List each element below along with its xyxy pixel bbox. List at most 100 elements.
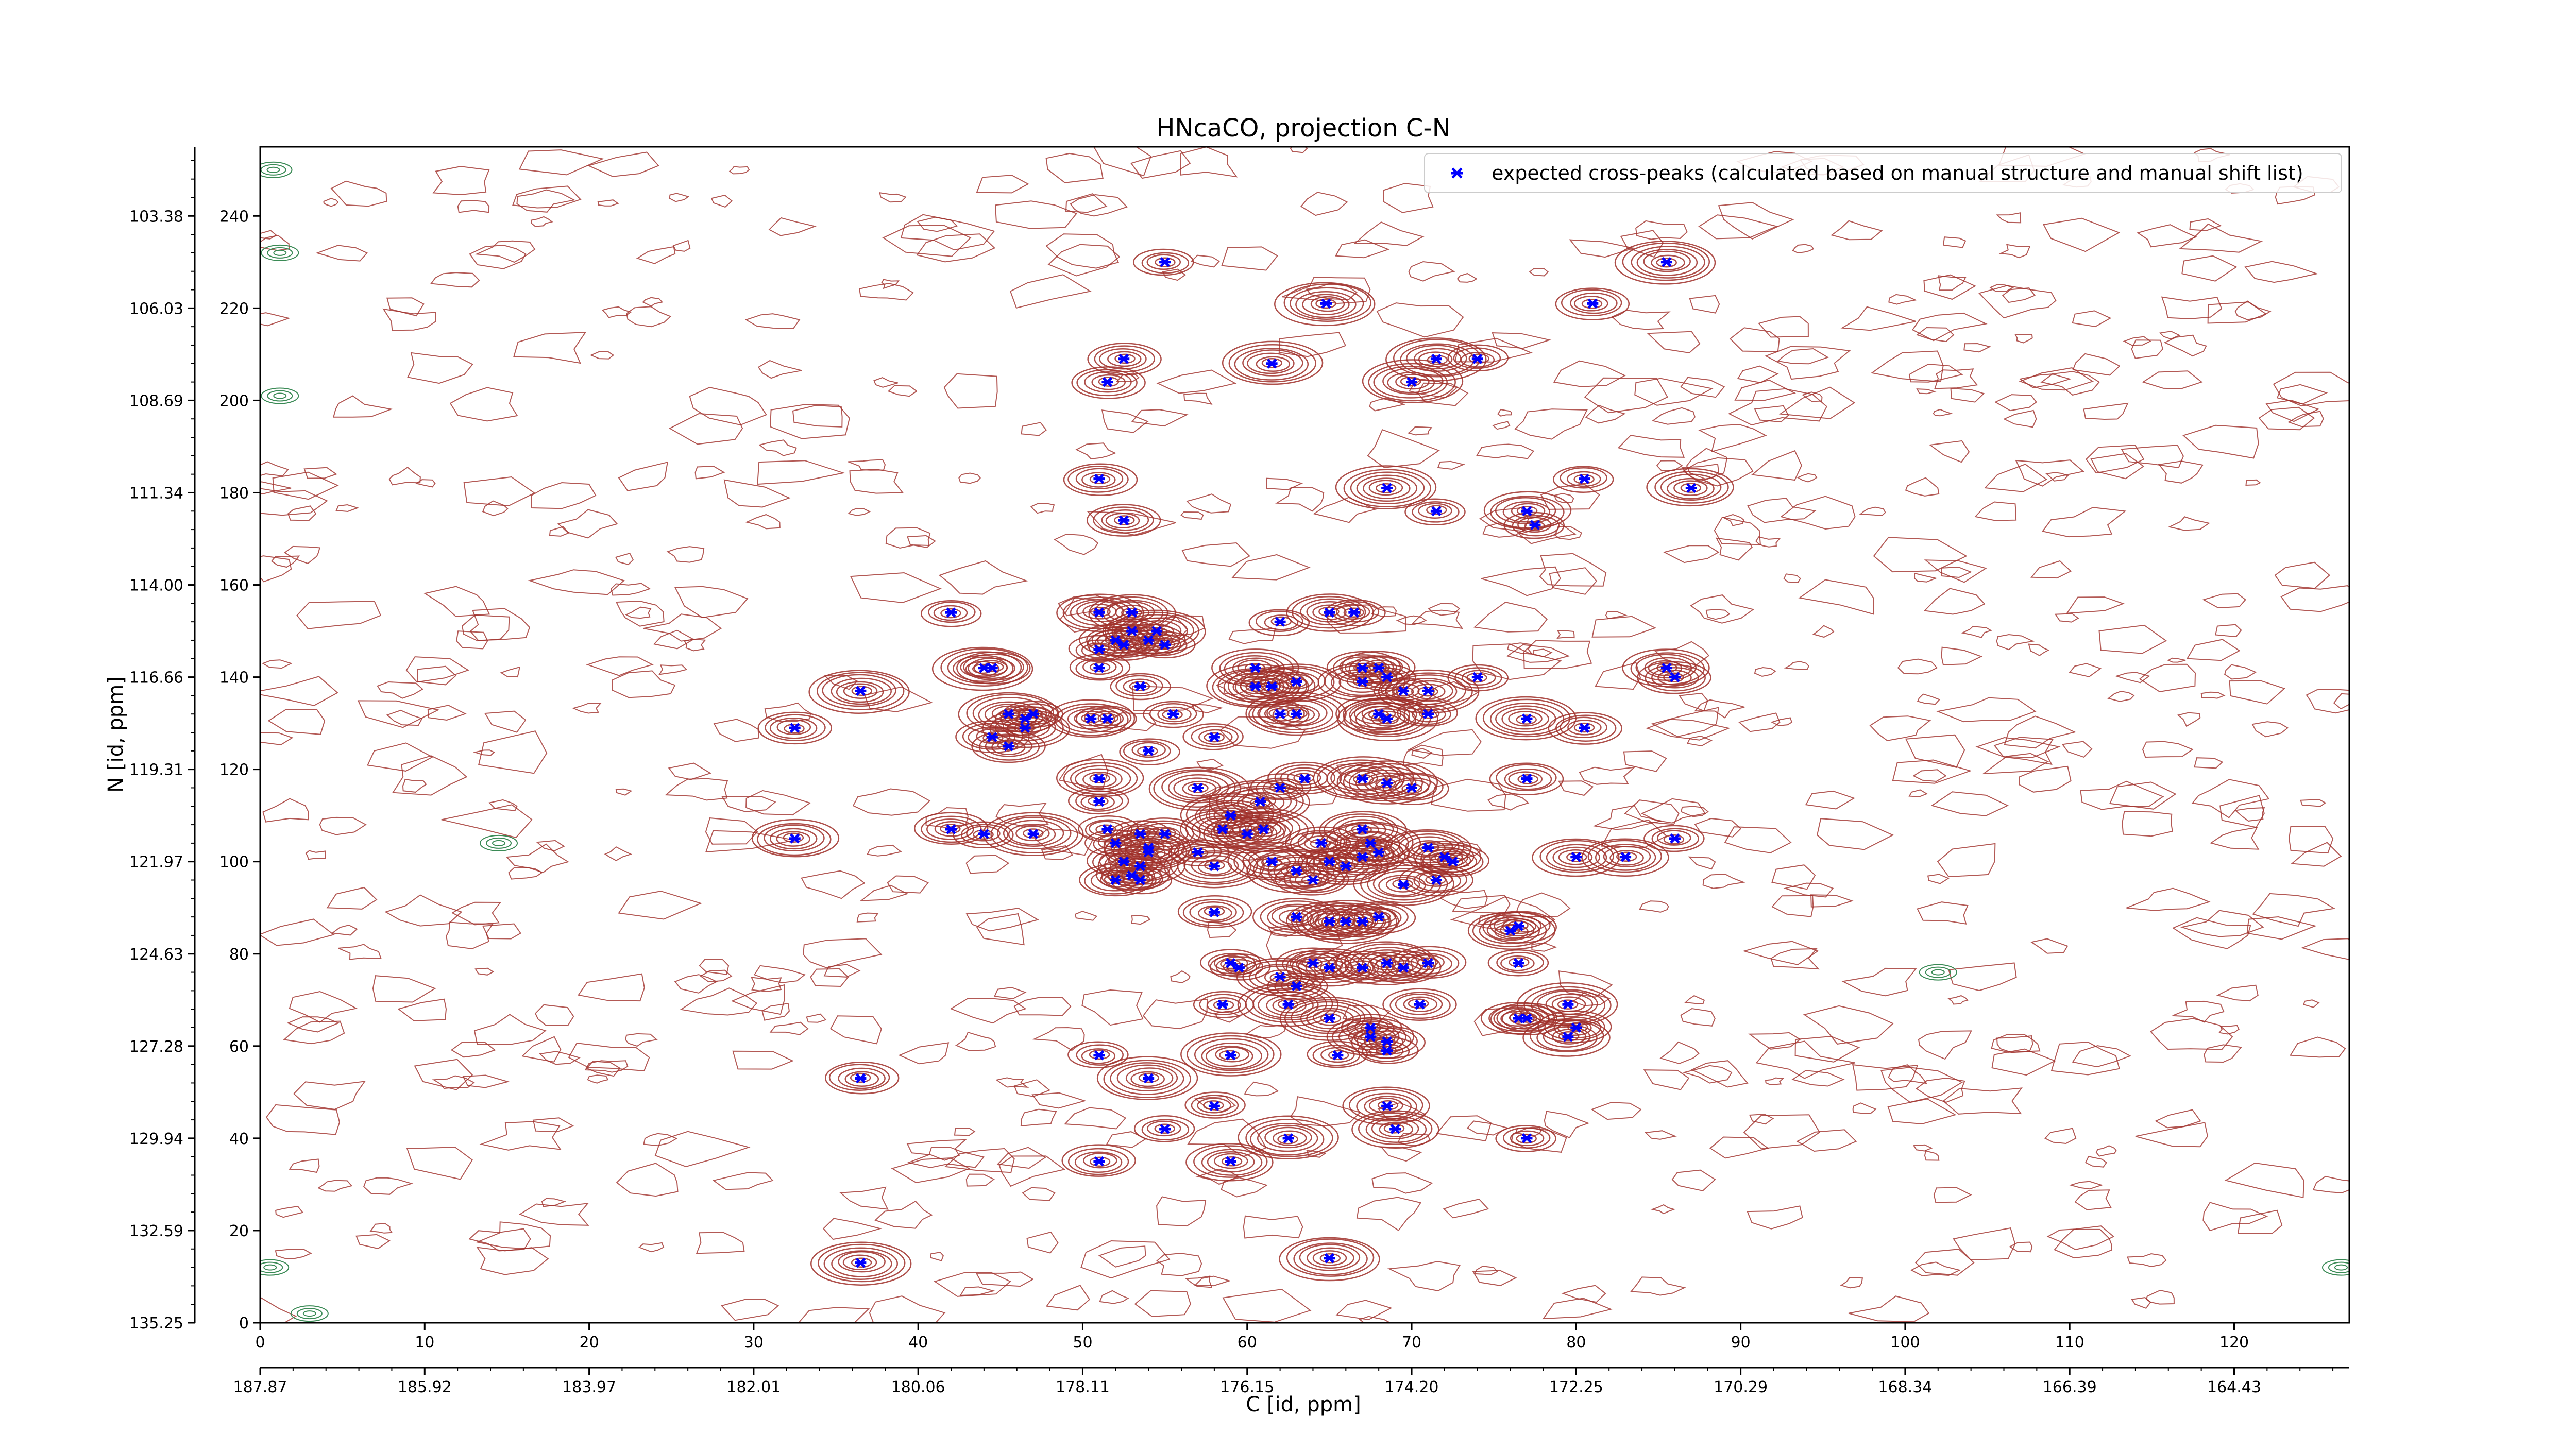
noise-contour xyxy=(1026,1231,1059,1254)
peak-contour xyxy=(1349,702,1425,736)
noise-contour xyxy=(2202,1202,2268,1232)
legend: expected cross-peaks (calculated based o… xyxy=(1424,153,2342,193)
peak-contour xyxy=(1370,954,1404,970)
noise-contour xyxy=(1947,995,1969,1005)
noise-contour xyxy=(1941,646,1983,665)
peak-contour xyxy=(1076,705,1137,732)
peak-contour xyxy=(973,660,1008,676)
peak-contour xyxy=(1204,906,1225,916)
noise-contour xyxy=(1923,274,1976,300)
noise-contour xyxy=(1623,750,1667,772)
peak-contour xyxy=(1076,369,1138,397)
noise-contour xyxy=(457,200,490,213)
noise-contour xyxy=(2098,624,2167,654)
peak-contour xyxy=(1500,955,1535,971)
noise-contour xyxy=(768,217,817,236)
noise-contour xyxy=(1684,995,1705,1004)
peak-contour xyxy=(1555,287,1630,320)
x-ppm-tick-label: 183.97 xyxy=(562,1378,616,1396)
noise-contour xyxy=(1196,758,1224,771)
noise-contour xyxy=(1430,778,1506,812)
cross-peak-marker xyxy=(1422,843,1434,853)
noise-contour xyxy=(1306,282,1358,301)
cross-peak-marker xyxy=(1258,824,1269,834)
noise-contour xyxy=(332,395,393,418)
cross-peak-marker xyxy=(1365,1022,1377,1033)
cross-peak-marker xyxy=(1143,847,1155,858)
peak-contour xyxy=(1081,713,1102,724)
peak-contour xyxy=(822,674,896,707)
noise-contour xyxy=(2084,1156,2107,1168)
noise-contour xyxy=(326,886,378,910)
noise-contour xyxy=(2215,624,2242,638)
noise-contour xyxy=(1554,493,1574,503)
noise-contour xyxy=(267,709,326,735)
noise-contour xyxy=(289,1158,320,1173)
noise-contour xyxy=(1407,426,1433,436)
peak-contour xyxy=(1061,1144,1136,1177)
noise-contour xyxy=(317,1180,353,1192)
peak-contour xyxy=(1086,844,1161,877)
peak-contour xyxy=(1215,1046,1249,1063)
negative-contour xyxy=(266,166,280,173)
y-index-tick-label: 80 xyxy=(229,946,249,964)
noise-contour xyxy=(1694,699,1745,719)
peak-contour xyxy=(1496,951,1544,974)
peak-contour xyxy=(1336,760,1438,805)
noise-contour xyxy=(1371,1172,1433,1194)
cross-peak-marker xyxy=(1471,672,1483,682)
peak-contour xyxy=(1552,846,1600,868)
noise-contour xyxy=(625,1033,658,1047)
peak-contour xyxy=(1358,1112,1433,1145)
noise-contour xyxy=(1680,806,1709,817)
cross-peak-marker xyxy=(986,732,998,742)
cross-peak-marker xyxy=(1570,852,1582,862)
peak-contour xyxy=(1261,358,1283,368)
peak-contour xyxy=(1114,353,1136,364)
noise-contour xyxy=(1156,369,1237,394)
peak-contour xyxy=(1360,1032,1381,1043)
peak-contour xyxy=(824,1061,900,1095)
peak-contour xyxy=(1301,875,1323,885)
peak-contour xyxy=(1277,1134,1298,1145)
peak-contour xyxy=(1543,1026,1591,1048)
peak-contour xyxy=(1267,903,1328,931)
peak-contour xyxy=(1205,1045,1253,1067)
noise-contour xyxy=(2131,1297,2151,1309)
peak-contour xyxy=(1081,642,1116,659)
noise-contour xyxy=(1671,1169,1716,1191)
noise-contour xyxy=(745,790,811,816)
noise-contour xyxy=(1553,526,1583,540)
noise-contour xyxy=(1758,316,1809,338)
peak-contour xyxy=(1187,1035,1275,1074)
noise-contour xyxy=(1783,882,1834,898)
noise-contour xyxy=(1180,511,1204,520)
noise-contour xyxy=(885,527,931,549)
x-ppm-tick-label: 168.34 xyxy=(1878,1378,1932,1396)
peak-contour xyxy=(1373,366,1448,399)
noise-contour xyxy=(965,855,1010,874)
chart-title: HNcaCO, projection C-N xyxy=(1156,114,1450,143)
noise-contour xyxy=(1540,483,1600,510)
cross-peak-marker xyxy=(1365,838,1377,848)
peak-contour xyxy=(1347,903,1409,931)
noise-contour xyxy=(2139,663,2196,692)
noise-contour xyxy=(858,283,914,301)
noise-contour xyxy=(260,312,291,327)
noise-contour xyxy=(1702,873,1745,889)
negative-contour xyxy=(2328,1261,2349,1273)
x-index-tick-label: 50 xyxy=(1073,1334,1092,1352)
x-ppm-tick-label: 170.29 xyxy=(1714,1378,1768,1396)
cross-peak-marker xyxy=(1101,377,1113,387)
cross-peak-marker xyxy=(1521,1133,1533,1143)
noise-contour xyxy=(1156,1252,1202,1276)
peak-contour xyxy=(1089,662,1111,673)
peak-contour xyxy=(1182,899,1244,926)
noise-contour xyxy=(430,272,480,288)
noise-contour xyxy=(873,377,899,388)
cross-peak-marker xyxy=(1357,852,1368,862)
noise-contour xyxy=(432,166,490,196)
cross-peak-marker xyxy=(1422,709,1434,719)
noise-contour xyxy=(1748,1032,1801,1050)
peak-contour xyxy=(1447,664,1509,692)
